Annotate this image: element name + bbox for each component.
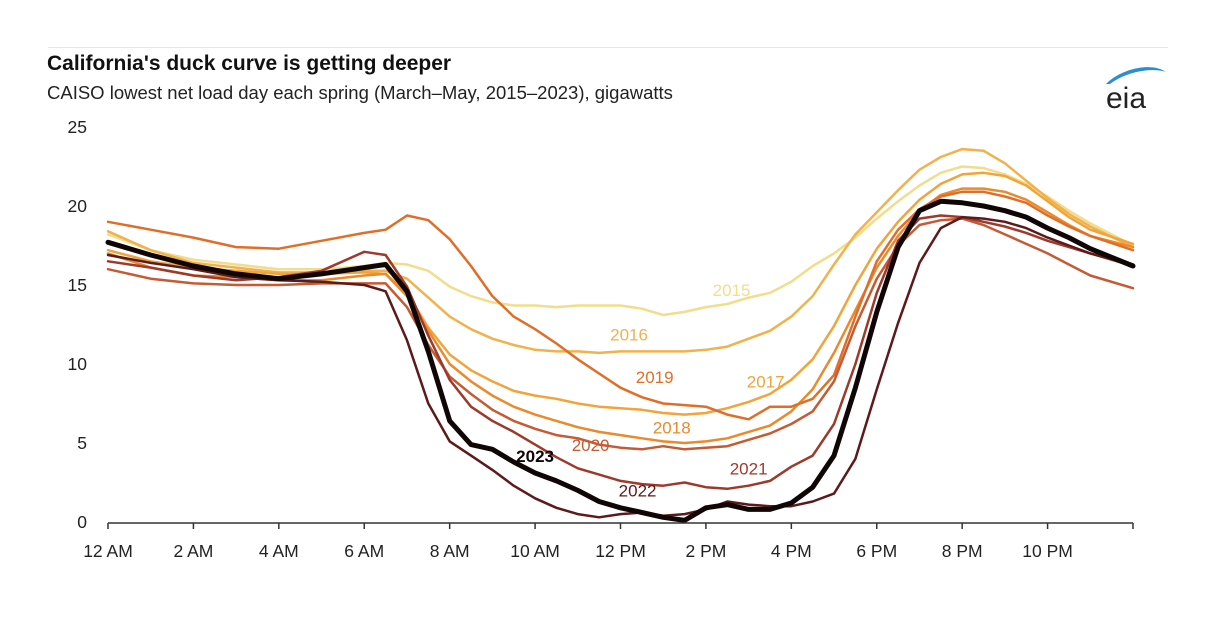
x-tick-label: 2 AM <box>173 541 213 561</box>
y-axis-ticks: 0 5 10 15 20 25 <box>68 117 88 532</box>
logo-swoosh <box>1106 67 1166 84</box>
eia-logo: eia <box>1106 67 1166 112</box>
series-line-2023 <box>105 198 1136 523</box>
series-label-2017: 2017 <box>747 373 785 392</box>
series-label-2021: 2021 <box>730 460 768 479</box>
x-tick-label: 6 AM <box>344 541 384 561</box>
series-label-2019: 2019 <box>636 368 674 387</box>
x-tick-label: 10 PM <box>1022 541 1073 561</box>
series-line-2017 <box>106 171 1135 416</box>
y-tick-label: 10 <box>68 354 88 374</box>
series-label-2023: 2023 <box>516 447 554 466</box>
series-label-2015: 2015 <box>713 281 751 300</box>
x-tick-label: 4 PM <box>771 541 812 561</box>
chart-subtitle: CAISO lowest net load day each spring (M… <box>47 82 673 103</box>
x-tick-label: 8 PM <box>942 541 983 561</box>
series-lines <box>105 147 1136 523</box>
logo-text: eia <box>1106 82 1146 112</box>
y-tick-label: 20 <box>68 196 88 216</box>
series-line-2018 <box>106 187 1135 445</box>
series-label-2018: 2018 <box>653 419 691 438</box>
series-line-2020 <box>106 217 1135 451</box>
series-label-2022: 2022 <box>619 482 657 501</box>
x-tick-label: 12 PM <box>595 541 646 561</box>
y-tick-label: 15 <box>68 275 87 295</box>
top-rule <box>48 47 1168 48</box>
x-tick-label: 12 AM <box>83 541 133 561</box>
series-labels: 2015 2016 2017 2018 2019 2020 2021 2022 2023 <box>516 281 784 501</box>
series-label-2016: 2016 <box>610 325 648 344</box>
series-line-2022 <box>106 215 1135 519</box>
series-line-2019 <box>106 190 1135 421</box>
series-line-2016 <box>106 147 1135 355</box>
x-tick-label: 10 AM <box>510 541 560 561</box>
y-tick-label: 0 <box>77 512 87 532</box>
y-tick-label: 5 <box>77 433 87 453</box>
series-label-2020: 2020 <box>572 436 610 455</box>
x-tick-label: 2 PM <box>685 541 726 561</box>
x-tick-label: 4 AM <box>259 541 299 561</box>
x-tick-label: 6 PM <box>856 541 897 561</box>
chart-title: California's duck curve is getting deepe… <box>47 52 452 75</box>
x-tick-label: 8 AM <box>430 541 470 561</box>
y-tick-label: 25 <box>68 117 87 137</box>
x-axis: 12 AM 2 AM 4 AM 6 AM 8 AM 10 AM 12 PM 2 PM 4 PM 6… <box>83 522 1134 561</box>
